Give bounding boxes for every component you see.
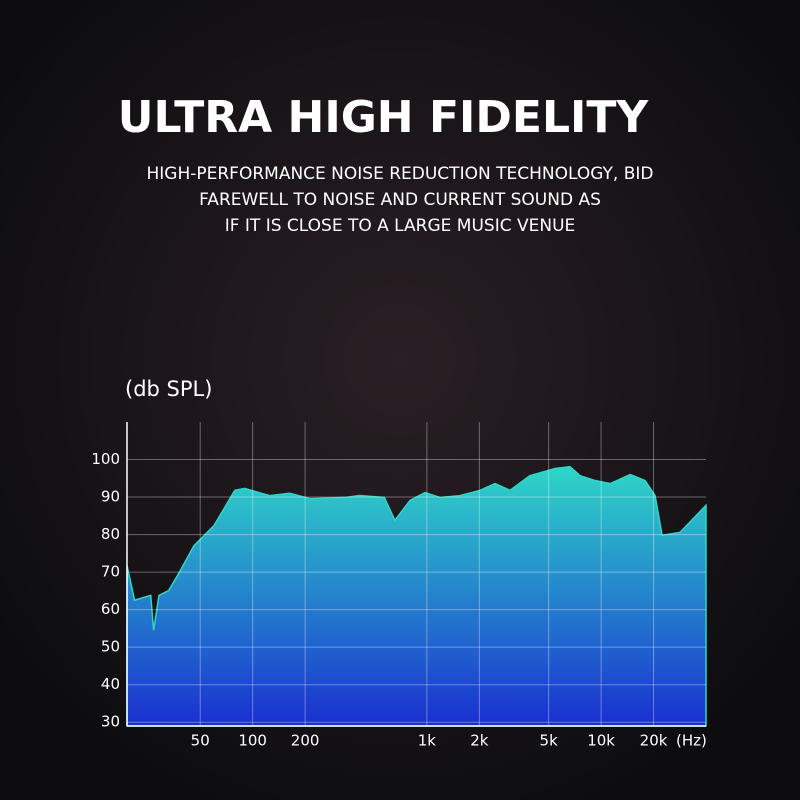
- y-tick-label: 40: [101, 675, 120, 693]
- y-tick-label: 70: [101, 563, 120, 581]
- subtitle-line: FAREWELL TO NOISE AND CURRENT SOUND AS: [199, 190, 601, 210]
- y-tick-label: 50: [101, 638, 120, 656]
- x-tick-label: 20k: [640, 732, 668, 750]
- subtitle-line: IF IT IS CLOSE TO A LARGE MUSIC VENUE: [225, 216, 576, 236]
- y-tick-label: 60: [101, 600, 120, 618]
- x-tick-label: 100: [238, 732, 267, 750]
- x-tick-label: 50: [191, 732, 210, 750]
- y-tick-label: 30: [101, 713, 120, 731]
- y-tick-label: 90: [101, 488, 120, 506]
- x-tick-label: 5k: [540, 732, 559, 750]
- x-axis-label: (Hz): [676, 732, 707, 750]
- chart-title: ULTRA HIGH FIDELITY: [118, 92, 650, 143]
- x-tick-label: 10k: [587, 732, 615, 750]
- y-axis-label: (db SPL): [125, 377, 212, 401]
- x-tick-label: 2k: [470, 732, 489, 750]
- y-tick-label: 100: [91, 450, 120, 468]
- y-tick-label: 80: [101, 525, 120, 543]
- x-tick-label: 1k: [418, 732, 437, 750]
- subtitle-line: HIGH-PERFORMANCE NOISE REDUCTION TECHNOL…: [146, 164, 653, 184]
- x-tick-label: 200: [291, 732, 320, 750]
- area: [126, 465, 707, 727]
